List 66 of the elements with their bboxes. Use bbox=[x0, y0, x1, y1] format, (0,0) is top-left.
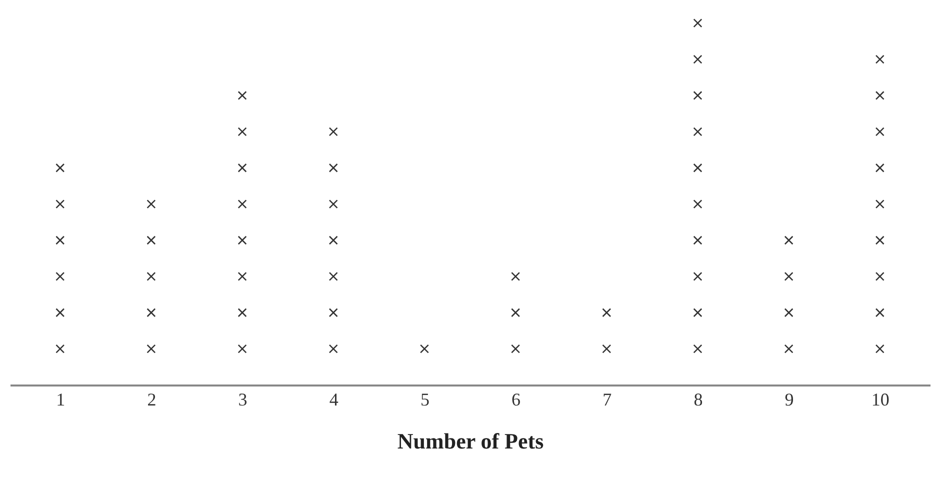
point bbox=[328, 272, 338, 281]
point bbox=[693, 236, 702, 245]
point bbox=[875, 200, 884, 209]
point bbox=[875, 90, 884, 100]
point bbox=[875, 308, 884, 318]
point bbox=[875, 344, 884, 354]
point bbox=[238, 200, 247, 209]
point bbox=[56, 272, 65, 281]
point bbox=[328, 308, 338, 318]
point bbox=[693, 54, 702, 64]
point bbox=[328, 236, 338, 245]
point bbox=[693, 200, 702, 209]
point bbox=[328, 200, 338, 209]
point bbox=[784, 272, 794, 281]
point bbox=[328, 344, 338, 354]
point bbox=[146, 200, 156, 209]
point bbox=[511, 344, 520, 354]
point bbox=[875, 54, 884, 64]
point bbox=[328, 127, 338, 136]
x-tick-label: 1 bbox=[56, 390, 66, 410]
point bbox=[238, 344, 247, 354]
point bbox=[693, 344, 702, 354]
point bbox=[238, 163, 247, 172]
point bbox=[328, 163, 338, 172]
point bbox=[56, 236, 65, 245]
point bbox=[784, 308, 794, 318]
point bbox=[875, 272, 884, 281]
point bbox=[602, 308, 612, 318]
x-tick-label: 6 bbox=[512, 390, 521, 410]
point bbox=[146, 308, 156, 318]
point bbox=[56, 308, 65, 318]
point bbox=[238, 90, 247, 100]
point bbox=[146, 272, 156, 281]
point bbox=[146, 236, 156, 245]
point bbox=[693, 272, 702, 281]
x-tick-label: 10 bbox=[871, 390, 890, 410]
point bbox=[238, 236, 247, 245]
x-axis-title: Number of Pets bbox=[397, 428, 544, 454]
point bbox=[693, 90, 702, 100]
x-tick-label: 2 bbox=[147, 390, 156, 410]
x-tick-label: 4 bbox=[329, 390, 338, 410]
point bbox=[693, 308, 702, 318]
point bbox=[56, 344, 65, 354]
x-tick-label: 5 bbox=[420, 390, 430, 410]
point bbox=[693, 163, 702, 172]
x-tick-label: 9 bbox=[784, 390, 794, 410]
point bbox=[602, 344, 612, 354]
point bbox=[238, 308, 247, 318]
x-tick-label: 8 bbox=[694, 390, 703, 410]
point bbox=[875, 236, 884, 245]
point bbox=[511, 308, 520, 318]
point bbox=[420, 344, 429, 354]
point bbox=[511, 272, 520, 281]
point bbox=[238, 272, 247, 281]
point bbox=[693, 18, 702, 28]
point bbox=[146, 344, 156, 354]
x-tick-label: 7 bbox=[602, 390, 612, 410]
point bbox=[238, 127, 247, 136]
point bbox=[56, 163, 65, 172]
point bbox=[875, 127, 884, 136]
point bbox=[693, 127, 702, 136]
x-tick-label: 3 bbox=[238, 390, 248, 410]
point bbox=[784, 236, 794, 245]
point bbox=[56, 200, 65, 209]
point bbox=[875, 163, 884, 172]
point bbox=[784, 344, 794, 354]
